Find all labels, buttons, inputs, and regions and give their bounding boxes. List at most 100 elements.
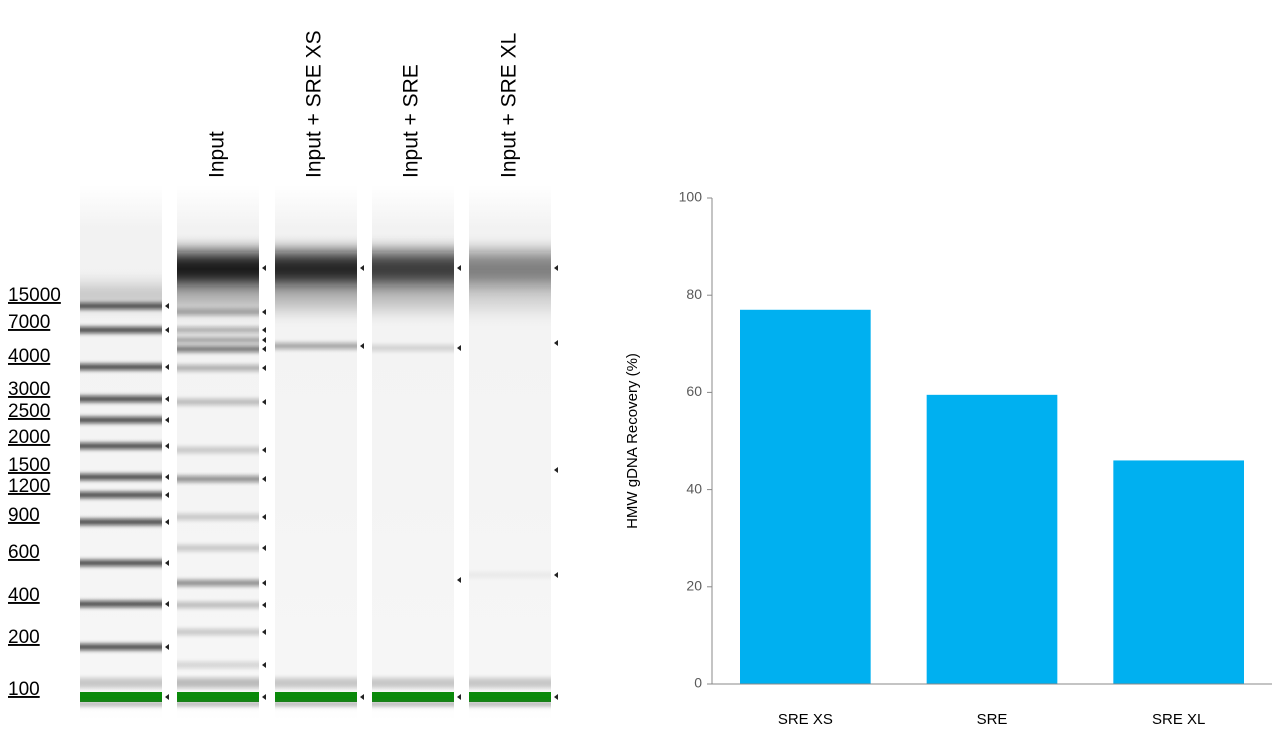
gel-band: [80, 474, 162, 480]
band-marker: [165, 694, 169, 700]
band-marker: [165, 492, 169, 498]
band-marker: [262, 629, 266, 635]
band-marker: [262, 514, 266, 520]
band-marker: [457, 265, 461, 271]
gel-band: [80, 443, 162, 449]
band-marker: [262, 476, 266, 482]
gel-band: [469, 678, 551, 688]
ladder-label: 1200: [8, 476, 50, 497]
band-marker: [165, 601, 169, 607]
band-marker: [165, 519, 169, 525]
gel-smear: [372, 285, 454, 310]
ladder-label: 400: [8, 585, 40, 606]
band-marker: [165, 327, 169, 333]
band-marker: [165, 443, 169, 449]
gel-band: [177, 337, 259, 343]
gel-band: [275, 678, 357, 688]
gel-smear: [80, 285, 162, 305]
band-marker: [165, 474, 169, 480]
band-marker: [165, 644, 169, 650]
bar: [740, 310, 871, 684]
lane-label: Input + SRE XS: [303, 30, 326, 178]
ladder-label: 3000: [8, 379, 50, 400]
marker-band: [469, 692, 551, 702]
ladder-label: 900: [8, 505, 40, 526]
x-tick-label: SRE XS: [778, 711, 833, 728]
ladder-label: 15000: [8, 285, 61, 306]
gel-band: [80, 417, 162, 423]
gel-band: [80, 601, 162, 607]
gel-smear: [177, 285, 259, 310]
gel-band: [177, 399, 259, 405]
gel-band: [177, 678, 259, 688]
gel-band: [177, 309, 259, 315]
gel-smear: [469, 285, 551, 310]
band-marker: [165, 364, 169, 370]
gel-band: [177, 514, 259, 520]
lane-label: Input + SRE XL: [498, 33, 521, 178]
gel-smear: [469, 252, 551, 286]
gel-band: [80, 364, 162, 370]
lane-label: Input: [206, 131, 229, 178]
ladder-label: 100: [8, 679, 40, 700]
gel-band: [80, 327, 162, 333]
band-marker: [554, 265, 558, 271]
band-marker: [262, 346, 266, 352]
gel-band: [80, 678, 162, 688]
gel-band: [80, 396, 162, 402]
ladder-label: 4000: [8, 346, 50, 367]
gel-band: [177, 629, 259, 635]
y-tick-label: 100: [679, 189, 703, 205]
y-tick-label: 0: [694, 675, 702, 691]
gel-band: [372, 678, 454, 688]
band-marker: [165, 560, 169, 566]
band-marker: [262, 447, 266, 453]
ladder-label: 600: [8, 542, 40, 563]
gel-band: [372, 345, 454, 351]
band-marker: [262, 399, 266, 405]
gel-smear: [275, 285, 357, 310]
marker-edge: [80, 702, 162, 706]
marker-band: [177, 692, 259, 702]
band-marker: [262, 309, 266, 315]
band-marker: [457, 577, 461, 583]
ladder-label: 2000: [8, 427, 50, 448]
gel-band: [275, 343, 357, 349]
bar: [927, 395, 1058, 684]
band-marker: [360, 265, 364, 271]
gel-smear: [275, 252, 357, 286]
gel-band: [177, 365, 259, 371]
marker-edge: [275, 702, 357, 706]
band-marker: [262, 602, 266, 608]
ladder-label: 200: [8, 627, 40, 648]
ladder-label: 2500: [8, 401, 50, 422]
band-marker: [262, 545, 266, 551]
band-marker: [262, 365, 266, 371]
ladder-label: 1500: [8, 455, 50, 476]
band-marker: [165, 396, 169, 402]
y-axis-label: HMW gDNA Recovery (%): [624, 353, 641, 529]
gel-band: [177, 602, 259, 608]
band-marker: [262, 327, 266, 333]
band-marker: [554, 340, 558, 346]
x-tick-label: SRE XL: [1152, 711, 1205, 728]
gel-band: [80, 519, 162, 525]
gel-band: [80, 644, 162, 650]
gel-band: [80, 492, 162, 498]
y-tick-label: 60: [686, 383, 702, 399]
gel-image: 1500070004000300025002000150012009006004…: [8, 30, 558, 720]
band-marker: [262, 265, 266, 271]
marker-edge: [177, 702, 259, 706]
band-marker: [360, 694, 364, 700]
band-marker: [262, 580, 266, 586]
page: 1500070004000300025002000150012009006004…: [0, 0, 1277, 749]
gel-band: [177, 545, 259, 551]
marker-band: [372, 692, 454, 702]
lane-label: Input + SRE: [400, 64, 423, 178]
gel-band: [469, 572, 551, 578]
marker-band: [80, 692, 162, 702]
gel-band: [177, 580, 259, 586]
gel-band: [177, 447, 259, 453]
band-marker: [262, 337, 266, 343]
